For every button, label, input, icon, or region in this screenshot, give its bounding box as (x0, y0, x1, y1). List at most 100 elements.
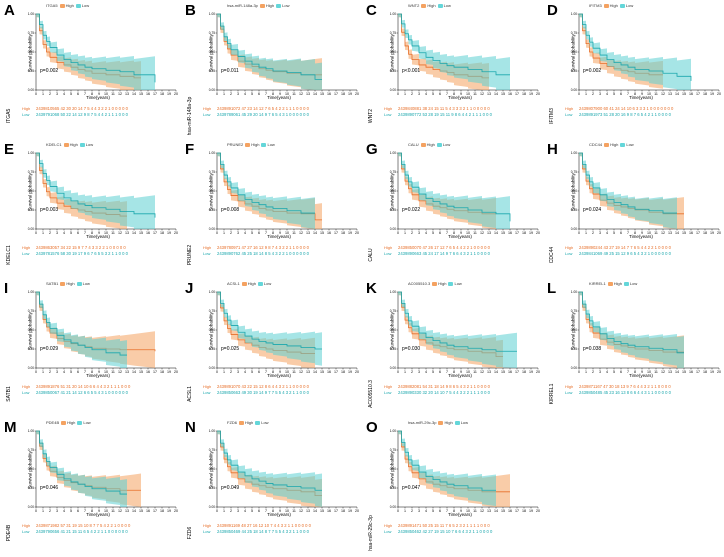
legend-swatch-high (607, 281, 613, 286)
legend: ITGA5 High Low (46, 3, 89, 8)
legend-swatch-low (436, 142, 442, 147)
risk-table-groups: High Low (203, 384, 211, 396)
legend-label-high: High (265, 3, 275, 8)
x-tick-label: 10 (104, 92, 108, 96)
x-tick-label: 13 (668, 231, 672, 235)
low-survival-curve (579, 13, 692, 81)
x-tick-label: 9 (460, 92, 462, 96)
x-tick-label: 20 (717, 370, 721, 374)
legend-swatch-low (276, 3, 282, 8)
y-axis-label: Survival probability (26, 296, 34, 366)
risk-table: 2439891070 43 22 15 12 8 6 4 4 3 2 1 1 0… (217, 384, 309, 396)
x-tick-label: 6 (620, 231, 622, 235)
x-tick-label: 17 (515, 509, 519, 513)
y-axis-label-text: Survival probability (570, 173, 576, 211)
x-tick-label: 19 (529, 231, 533, 235)
risk-row-high: 2439891471 50 25 15 11 7 6 5 2 3 2 1 1 1… (398, 523, 490, 528)
risk-row-high: 2439780971 47 27 16 12 9 8 7 4 3 2 2 1 1… (217, 245, 309, 250)
risk-group-high: High (384, 523, 393, 528)
risk-table-groups: High Low (22, 245, 30, 257)
risk-group-high: High (22, 106, 31, 111)
legend-swatch-high (245, 142, 251, 147)
x-tick-label: 14 (313, 92, 317, 96)
y-axis-label: Survival probability (26, 18, 34, 88)
low-survival-curve (579, 152, 677, 214)
legend-label-high: High (444, 420, 453, 425)
x-tick-label: 6 (620, 370, 622, 374)
x-tick-label: 2 (49, 509, 51, 513)
x-tick-label: 8 (634, 231, 636, 235)
km-panel-n: 0.00 0.25 0.50 0.75 1.00 0 1 2 3 4 5 6 7 8 9 10 11 12 13 14… (181, 417, 362, 556)
x-tick-label: 7 (446, 370, 448, 374)
x-tick-label: 2 (411, 370, 413, 374)
low-confidence-band (217, 292, 322, 366)
x-tick-label: 4 (425, 92, 427, 96)
x-tick-label: 11 (292, 509, 296, 513)
y-axis-label: Survival probability (388, 18, 396, 88)
risk-table-groups: High Low (203, 523, 211, 535)
y-tick-label: 0.75 (28, 309, 34, 313)
x-axis-label: Time(years) (267, 234, 291, 239)
x-tick-label: 5 (432, 231, 434, 235)
risk-table-groups: High Low (384, 523, 392, 535)
risk-table-groups: High Low (565, 384, 573, 396)
y-axis-label: Survival probability (26, 157, 34, 227)
legend-swatch-low (255, 420, 261, 425)
x-tick-label: 3 (237, 509, 239, 513)
y-tick-label: 1.00 (390, 12, 396, 16)
x-tick-label: 6 (77, 92, 79, 96)
legend-swatch-high (259, 3, 265, 8)
panel-letter: B (185, 2, 196, 19)
panel-letter: K (366, 280, 377, 297)
x-tick-label: 20 (355, 231, 359, 235)
legend-label-high: High (65, 3, 74, 8)
risk-row-high: 2439890244 43 27 19 14 7 7 6 5 4 4 2 2 1… (579, 245, 671, 250)
risk-table: 2439863057 34 22 15 9 7 7 4 3 3 2 2 1 0 … (36, 245, 128, 257)
y-axis-label: Survival probability (207, 435, 215, 505)
risk-table-gene-text: CDC44 (549, 246, 555, 264)
y-tick-label: 0.25 (571, 69, 577, 73)
legend: FZD6 High Low (227, 420, 269, 425)
x-tick-label: 2 (592, 92, 594, 96)
x-tick-label: 17 (153, 509, 157, 513)
x-tick-label: 12 (480, 509, 484, 513)
legend: CDC44 High Low (589, 142, 634, 147)
risk-table-gene-label: PDE4B (4, 515, 14, 551)
x-tick-label: 20 (536, 231, 540, 235)
y-tick-label: 1.00 (571, 12, 577, 16)
x-tick-label: 20 (355, 370, 359, 374)
legend-swatch-high (421, 3, 427, 8)
risk-table-groups: High Low (22, 523, 30, 535)
x-tick-label: 15 (139, 92, 143, 96)
y-tick-label: 1.00 (209, 290, 215, 294)
risk-table-gene-label: KIRREL1 (547, 376, 557, 412)
risk-group-low: Low (203, 112, 211, 117)
x-tick-label: 4 (63, 509, 65, 513)
x-tick-label: 0 (35, 92, 37, 96)
y-tick-label: 0.00 (390, 366, 396, 370)
x-tick-label: 0 (397, 92, 399, 96)
legend-title: KIRREL1 (589, 281, 606, 286)
y-axis-label-text: Survival probability (208, 34, 214, 72)
x-tick-label: 11 (292, 231, 296, 235)
x-tick-label: 2 (230, 92, 232, 96)
x-tick-label: 0 (578, 231, 580, 235)
x-tick-label: 10 (104, 509, 108, 513)
x-tick-label: 12 (661, 231, 665, 235)
risk-table-gene-label: hsa-miR-148a-3p (185, 97, 195, 136)
y-axis-label: Survival probability (569, 18, 577, 88)
x-axis-label: Time(years) (629, 234, 653, 239)
x-tick-label: 17 (153, 231, 157, 235)
x-tick-label: 5 (251, 370, 253, 374)
x-axis-label: Time(years) (629, 373, 653, 378)
risk-table: 2439850070 47 26 17 12 7 6 5 4 4 2 2 1 0… (398, 245, 490, 257)
legend-label-high: High (245, 420, 254, 425)
risk-table-gene-text: KIRREL1 (549, 383, 555, 405)
km-plot-svg: 0.000.250.500.751.000 1 2 3 4 5 6 7 8 9 10 11 12 13 14… (209, 429, 359, 513)
x-tick-label: 19 (167, 370, 171, 374)
x-axis-label: Time(years) (267, 373, 291, 378)
x-tick-label: 17 (153, 92, 157, 96)
y-axis-label: Survival probability (207, 18, 215, 88)
risk-table-gene-text: SATB1 (6, 386, 12, 402)
risk-table: 2439840881 38 24 15 11 5 4 3 3 3 2 1 1 0… (398, 106, 492, 118)
